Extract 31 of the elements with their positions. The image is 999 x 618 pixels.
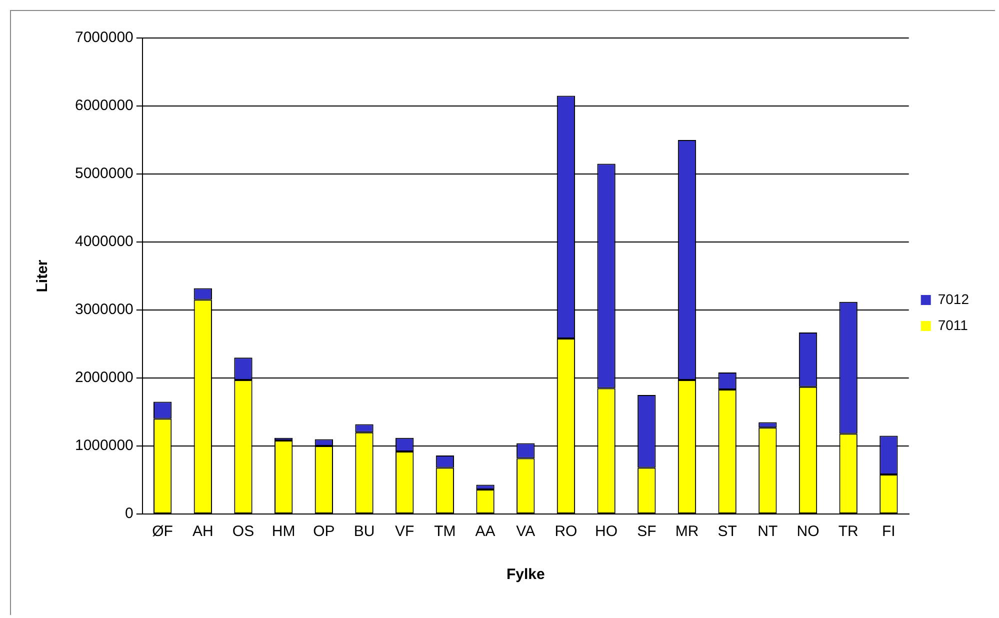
x-tick-label: AH xyxy=(192,523,214,540)
x-tick-label: HO xyxy=(595,523,618,540)
legend-label: 7011 xyxy=(938,316,968,333)
y-tick-label: 0 xyxy=(125,505,134,522)
legend-label: 7012 xyxy=(938,290,970,307)
y-tick-label: 6000000 xyxy=(74,97,134,114)
x-tick-label: RO xyxy=(554,523,578,540)
x-tick-label: ST xyxy=(718,523,737,540)
x-tick-label: NO xyxy=(796,523,820,540)
y-tick-label: 5000000 xyxy=(74,165,134,182)
y-tick-label: 4000000 xyxy=(74,233,134,250)
y-axis-title: Liter xyxy=(34,260,52,292)
x-tick-label: MR xyxy=(675,523,699,540)
x-axis-title: Fylke xyxy=(506,566,545,584)
x-tick-label: FI xyxy=(882,523,896,540)
y-tick-label: 2000000 xyxy=(74,369,134,386)
x-tick-label: ØF xyxy=(152,523,173,540)
y-tick-label: 1000000 xyxy=(74,437,134,454)
x-tick-label: OP xyxy=(313,523,335,540)
x-tick-label: BU xyxy=(354,523,375,540)
x-tick-label: SF xyxy=(637,523,656,540)
x-tick-label: VF xyxy=(395,523,414,540)
x-tick-label: AA xyxy=(475,523,496,540)
x-tick-label: NT xyxy=(758,523,778,540)
y-tick-label: 7000000 xyxy=(74,29,134,46)
x-tick-label: OS xyxy=(232,523,254,540)
x-tick-label: HM xyxy=(272,523,296,540)
x-tick-label: VA xyxy=(516,523,536,540)
x-tick-label: TR xyxy=(838,523,859,540)
y-tick-label: 3000000 xyxy=(74,301,134,318)
x-tick-label: TM xyxy=(434,523,456,540)
